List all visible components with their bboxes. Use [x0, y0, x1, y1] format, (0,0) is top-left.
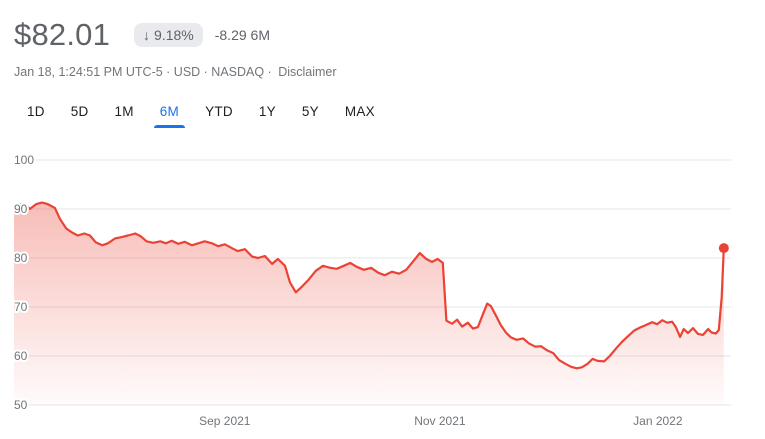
- area-fill: [14, 202, 724, 405]
- y-axis-label-90: 90: [14, 202, 28, 216]
- stock-price: $82.01: [14, 17, 111, 52]
- last-price-dot: [718, 243, 729, 254]
- y-axis-label-80: 80: [14, 251, 28, 265]
- x-axis-label: Jan 2022: [633, 414, 683, 428]
- tab-1m[interactable]: 1M: [102, 98, 147, 126]
- tab-5y[interactable]: 5Y: [289, 98, 332, 126]
- arrow-down-icon: ↓: [143, 27, 151, 43]
- quote-meta: Jan 18, 1:24:51 PM UTC-5 · USD · NASDAQ …: [14, 65, 337, 79]
- tab-5d[interactable]: 5D: [58, 98, 102, 126]
- change-absolute: -8.29 6M: [214, 27, 270, 43]
- x-axis-label: Nov 2021: [414, 414, 466, 428]
- price-line: [12, 201, 725, 370]
- y-axis-label-50: 50: [14, 398, 28, 412]
- y-axis-label-100: 100: [14, 153, 34, 167]
- tab-6m[interactable]: 6M: [147, 98, 192, 128]
- tab-1y[interactable]: 1Y: [246, 98, 289, 126]
- y-axis-label-60: 60: [14, 349, 28, 363]
- tab-1d[interactable]: 1D: [14, 98, 58, 126]
- time-range-tab-bar: 1D 5D 1M 6M YTD 1Y 5Y MAX: [14, 98, 388, 128]
- change-percent: 9.18%: [154, 27, 194, 43]
- y-axis-label-70: 70: [14, 300, 28, 314]
- change-percent-badge: ↓ 9.18%: [134, 23, 203, 47]
- tab-max[interactable]: MAX: [332, 98, 388, 126]
- quote-meta-text: Jan 18, 1:24:51 PM UTC-5 · USD · NASDAQ …: [14, 65, 272, 79]
- price-row: $82.01 ↓ 9.18% -8.29 6M: [14, 17, 270, 53]
- x-axis-label: Sep 2021: [199, 414, 251, 428]
- tab-ytd[interactable]: YTD: [192, 98, 246, 126]
- disclaimer-link[interactable]: Disclaimer: [278, 65, 337, 79]
- price-chart-area[interactable]: 100 90 80 70 60 50 Sep 2021 Nov 2021 Jan 2022: [0, 140, 765, 439]
